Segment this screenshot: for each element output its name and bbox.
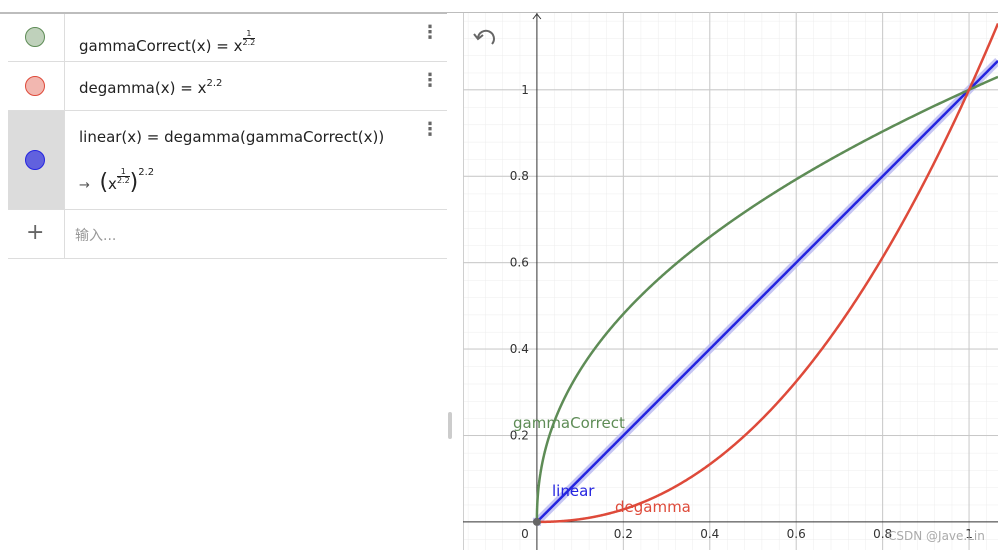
y-tick-label: 1 [521, 83, 529, 97]
curve [536, 23, 998, 524]
menu-button[interactable]: ⋮ [421, 22, 439, 43]
formula: degamma(x) = x2.2 [79, 78, 222, 97]
function-name: degamma(x) [79, 79, 176, 97]
algebra-row[interactable]: degamma(x) = x2.2 ⋮ [8, 62, 447, 111]
denominator: 2.2 [242, 38, 256, 47]
x-tick-label: 0.6 [787, 527, 806, 541]
function-name: linear(x) [79, 128, 143, 146]
curve-label: linear [552, 482, 595, 500]
icon-cell [8, 14, 65, 61]
algebra-row[interactable]: linear(x) = degamma(gammaCorrect(x)) → (… [8, 111, 447, 210]
curve-halo [532, 58, 998, 526]
paren: ) [129, 170, 139, 195]
input-row[interactable]: + 输入... [8, 210, 447, 259]
resize-handle[interactable] [448, 412, 452, 439]
x-tick-label: 0.4 [700, 527, 719, 541]
equals: = [216, 37, 229, 55]
visibility-toggle[interactable] [25, 27, 45, 47]
exponent: 1 2.2 [242, 30, 256, 47]
icon-cell: + [8, 210, 65, 258]
y-tick-label: 0.2 [510, 428, 529, 442]
visibility-toggle[interactable] [25, 150, 45, 170]
formula: gammaCorrect(x) = x 1 2.2 [79, 30, 256, 55]
base: x [197, 79, 207, 97]
algebra-row[interactable]: gammaCorrect(x) = x 1 2.2 ⋮ [8, 14, 447, 62]
equals: = [180, 79, 193, 97]
input-placeholder[interactable]: 输入... [75, 228, 117, 244]
menu-button[interactable]: ⋮ [421, 119, 439, 140]
y-tick-label: 0.4 [510, 342, 529, 356]
exponent: 2.2 [138, 167, 155, 178]
base: x [233, 37, 243, 55]
origin-point [532, 517, 541, 526]
x-tick-label: 0.8 [873, 527, 892, 541]
definition: linear(x) = degamma(gammaCorrect(x)) [79, 128, 384, 146]
curve-label: degamma [615, 498, 691, 516]
menu-button[interactable]: ⋮ [421, 70, 439, 91]
result: → (x 1 2.2)2.2 [79, 167, 154, 195]
icon-cell [8, 62, 65, 110]
algebra-view: gammaCorrect(x) = x 1 2.2 ⋮ degamma(x) = x… [0, 12, 452, 552]
numerator: 1 [242, 30, 256, 39]
minor-grid [463, 12, 998, 550]
base: x [108, 175, 117, 193]
function-name: gammaCorrect(x) [79, 37, 212, 55]
x-tick-label: 0.2 [614, 527, 633, 541]
undo-button[interactable] [473, 29, 495, 45]
y-tick-label: 0.8 [510, 169, 529, 183]
x-tick-label: 0 [521, 527, 529, 541]
arrow: → [79, 178, 90, 193]
denominator: 2.2 [116, 176, 130, 185]
y-axis-arrow [532, 13, 542, 20]
exponent: 2.2 [206, 78, 223, 89]
curve [535, 75, 998, 522]
paren: ( [99, 170, 109, 195]
add-button[interactable]: + [26, 220, 45, 245]
x-tick-label: 1 [965, 527, 973, 541]
icon-cell [8, 111, 65, 209]
watermark: CSDN @Jave.Lin [888, 529, 985, 543]
exponent: 1 2.2 [116, 168, 130, 185]
visibility-toggle[interactable] [25, 76, 45, 96]
curve [535, 59, 998, 524]
numerator: 1 [116, 168, 130, 177]
equals: = [146, 128, 160, 146]
function-definition: degamma(gammaCorrect(x)) [164, 128, 385, 146]
y-tick-label: 0.6 [510, 256, 529, 270]
curve-label: gammaCorrect [513, 414, 625, 432]
